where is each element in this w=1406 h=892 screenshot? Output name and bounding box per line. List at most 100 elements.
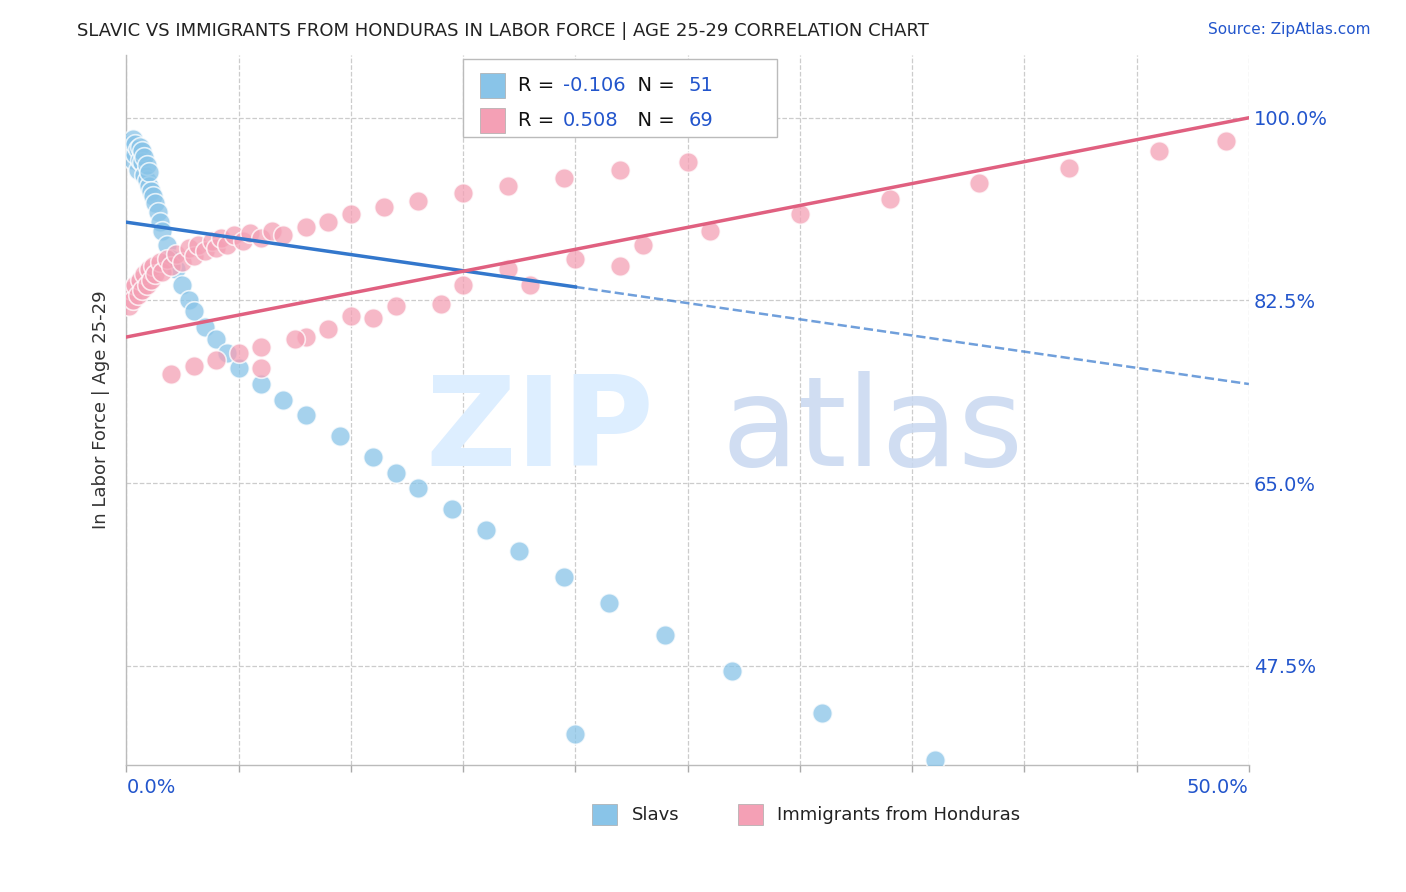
Point xyxy=(117,142,139,156)
Point xyxy=(128,272,150,286)
Point xyxy=(146,204,169,219)
Text: -0.106: -0.106 xyxy=(562,76,626,95)
Point xyxy=(122,153,145,167)
Point xyxy=(340,309,363,323)
Text: Source: ZipAtlas.com: Source: ZipAtlas.com xyxy=(1208,22,1371,37)
Point xyxy=(217,345,239,359)
Point xyxy=(205,353,228,368)
FancyBboxPatch shape xyxy=(479,108,505,133)
Point xyxy=(122,293,145,308)
Point xyxy=(969,176,991,190)
Point xyxy=(124,136,146,151)
Point xyxy=(811,706,834,720)
Point xyxy=(318,321,340,335)
Point xyxy=(879,192,901,206)
Point xyxy=(361,311,384,326)
Point xyxy=(187,238,209,252)
Point xyxy=(699,223,721,237)
Point xyxy=(564,252,586,266)
Point xyxy=(128,153,150,167)
Point xyxy=(924,753,946,767)
Point xyxy=(120,136,142,151)
Point xyxy=(273,227,295,242)
Point xyxy=(250,341,273,355)
FancyBboxPatch shape xyxy=(738,805,763,825)
Point xyxy=(134,168,156,182)
Point xyxy=(329,429,352,443)
Point xyxy=(179,293,201,308)
Text: ZIP: ZIP xyxy=(425,371,654,491)
Point xyxy=(384,466,406,480)
Point xyxy=(609,163,631,178)
Point xyxy=(318,215,340,229)
Point xyxy=(474,523,496,537)
Text: 50.0%: 50.0% xyxy=(1187,778,1249,797)
Point xyxy=(205,332,228,346)
Point xyxy=(406,482,429,496)
Point xyxy=(1057,161,1080,175)
Text: N =: N = xyxy=(624,76,681,95)
Point xyxy=(127,142,149,156)
Point xyxy=(406,194,429,209)
Point xyxy=(273,392,295,407)
Point xyxy=(232,234,254,248)
Point xyxy=(120,283,142,297)
Point xyxy=(1215,134,1237,148)
Point xyxy=(496,262,519,277)
Point xyxy=(172,255,194,269)
Point xyxy=(553,570,575,584)
Point xyxy=(721,664,744,678)
Point xyxy=(183,304,205,318)
Point xyxy=(295,330,318,344)
Point xyxy=(183,249,205,263)
Point xyxy=(284,332,307,346)
Point xyxy=(239,226,262,240)
Point xyxy=(131,283,153,297)
Point xyxy=(228,361,250,376)
Text: 69: 69 xyxy=(689,111,713,130)
Point xyxy=(789,207,811,221)
Point xyxy=(340,207,363,221)
Text: N =: N = xyxy=(624,111,681,130)
FancyBboxPatch shape xyxy=(479,73,505,98)
Point xyxy=(165,246,187,260)
Point xyxy=(451,186,474,200)
Point xyxy=(139,272,162,286)
Text: 0.0%: 0.0% xyxy=(127,778,176,797)
Point xyxy=(131,144,153,158)
Point xyxy=(128,140,150,154)
Point xyxy=(676,154,699,169)
Point xyxy=(429,296,451,310)
Point xyxy=(149,215,172,229)
Point xyxy=(609,259,631,273)
Point xyxy=(631,238,654,252)
Text: Immigrants from Honduras: Immigrants from Honduras xyxy=(778,805,1021,824)
Point xyxy=(122,131,145,145)
Point xyxy=(135,277,157,292)
Point xyxy=(117,299,139,313)
Point xyxy=(205,241,228,255)
Point xyxy=(127,288,149,302)
Point xyxy=(295,409,318,423)
Point xyxy=(496,178,519,193)
Point xyxy=(209,231,232,245)
Point xyxy=(139,184,162,198)
Point xyxy=(250,231,273,245)
Text: Slavs: Slavs xyxy=(631,805,679,824)
Y-axis label: In Labor Force | Age 25-29: In Labor Force | Age 25-29 xyxy=(93,291,110,530)
Point xyxy=(451,277,474,292)
Point xyxy=(250,361,273,376)
Point xyxy=(183,359,205,374)
Point xyxy=(149,255,172,269)
Point xyxy=(145,268,167,282)
Point xyxy=(179,241,201,255)
Text: atlas: atlas xyxy=(721,371,1024,491)
Point xyxy=(138,178,160,193)
Text: SLAVIC VS IMMIGRANTS FROM HONDURAS IN LABOR FORCE | AGE 25-29 CORRELATION CHART: SLAVIC VS IMMIGRANTS FROM HONDURAS IN LA… xyxy=(77,22,929,40)
Point xyxy=(135,173,157,187)
Point xyxy=(138,262,160,277)
Point xyxy=(553,171,575,186)
Point xyxy=(172,277,194,292)
Point xyxy=(165,262,187,277)
Point xyxy=(131,154,153,169)
